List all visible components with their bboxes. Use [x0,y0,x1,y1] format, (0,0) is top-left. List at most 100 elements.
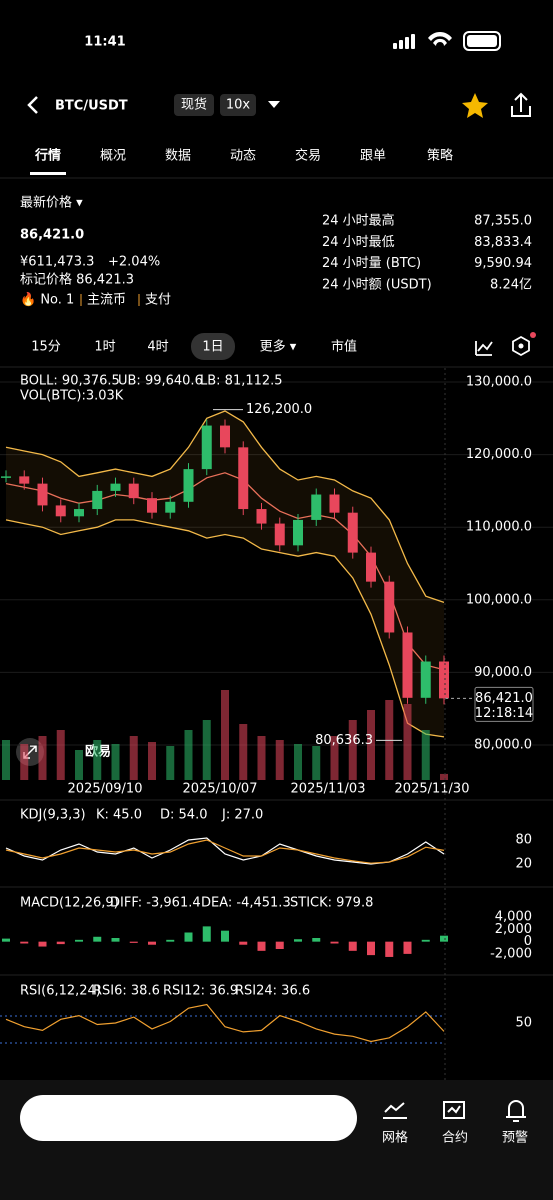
y-tick-label: 80,000.0 [474,738,532,753]
kdj-tick-label: 20 [515,857,532,872]
rsi6-line [5,1003,445,1043]
macd-stick [257,941,266,951]
macd-stick [421,939,430,942]
vol-legend: VOL(BTC):3.03K [20,389,124,404]
status-icons [393,31,501,51]
tab[interactable]: 策略 [427,148,453,164]
trade-button[interactable] [20,1095,357,1141]
tag[interactable]: 主流币 [87,293,126,308]
candle [1,476,11,478]
macd-tick-label: -2,000 [490,946,532,961]
macd-dea: DEA: -4,451.3 [201,896,291,911]
stat-value: 8.24亿 [490,277,532,292]
macd-stick [184,932,193,942]
indicator-button[interactable] [475,341,493,356]
kdj-d: D: 54.0 [160,808,207,823]
cny-price: ¥611,473.3 [20,255,94,270]
volume-bar [440,773,448,780]
macd-stick [239,941,248,945]
volume-bar [294,744,302,780]
volume-bar [330,736,339,780]
volume-bar [403,704,412,780]
macd-stick [148,941,156,945]
last-price-box [474,686,534,722]
timeframe[interactable]: 15分 [31,340,61,355]
tab[interactable]: 动态 [230,149,256,164]
y-tick-label: 130,000.0 [466,375,532,390]
volume-bar [367,710,375,780]
candle [183,469,194,502]
rsi24-label: RSI24: 36.6 [235,984,310,999]
tab[interactable]: 数据 [165,149,191,164]
candle [147,498,157,513]
stat-value: 83,833.4 [474,235,532,250]
macd-stick [111,938,120,942]
timeframe[interactable]: 市值 [331,339,357,355]
last-price: 86,421.0 [20,228,84,243]
favorite-star[interactable] [462,93,488,118]
mark-price: 标记价格 86,421.3 [20,272,134,288]
rsi6-label: RSI6: 38.6 [93,984,160,999]
share-button[interactable] [511,92,531,117]
timeframe[interactable]: 1时 [94,340,115,355]
macd-tick-label: 0 [524,934,532,949]
trade-button-label[interactable]: 交易 [175,1110,201,1126]
macd-stick [221,930,229,942]
volume-bar [221,690,229,780]
volume-bar [348,720,357,780]
x-tick-label: 2025/11/03 [291,782,366,797]
tab[interactable]: 交易 [295,148,321,164]
y-tick-label: 120,000.0 [466,447,532,462]
leverage-badge[interactable] [220,94,256,116]
action-label[interactable]: 网格 [382,1130,408,1146]
macd-stick [312,938,321,942]
tag[interactable]: 支付 [145,293,171,308]
timeframe[interactable]: 4时 [147,340,168,355]
macd-stick [93,936,102,942]
tag[interactable]: 🔥 No. 1 [20,292,74,308]
tab[interactable]: 跟单 [360,149,386,164]
macd-stick [202,926,211,942]
pair-title[interactable]: BTC/USDT [55,99,128,114]
last-price-label: 86,421.0 [475,691,533,706]
candle [201,425,212,470]
high-marker-label: 126,200.0 [246,402,312,417]
volume-bar [421,730,430,780]
action-label[interactable]: 合约 [442,1131,468,1146]
candle [256,509,267,524]
candle [402,632,413,698]
candle [19,476,30,484]
candle [238,447,249,510]
kdj-k: K: 45.0 [96,808,142,823]
kdj-d-line [5,839,445,864]
volume-bar [75,750,83,780]
boll-upper [5,410,445,604]
volume-bar [38,736,47,780]
stat-label: 24 小时最低 [322,235,395,250]
low-marker-label: 80,636.3 [315,733,373,748]
action-label[interactable]: 预警 [502,1130,528,1146]
back-button[interactable] [27,96,38,114]
candle [74,509,84,517]
volume-bar [202,720,211,780]
timeframe[interactable]: 更多 ▾ [260,339,297,355]
candle [128,483,139,499]
boll-lower [5,519,445,738]
volume-bar [148,742,156,780]
tab[interactable]: 概况 [100,149,126,164]
ub-legend: UB: 99,640.6 [118,374,203,389]
candle [420,661,431,698]
leverage-label[interactable]: 10x [226,98,251,113]
settings-button[interactable] [512,335,530,357]
tab[interactable]: 行情 [34,148,61,164]
candle [439,661,449,699]
timeframe[interactable]: 1日 [202,340,223,355]
macd-stick [385,941,394,957]
lb-legend: LB: 81,112.5 [200,374,283,389]
rsi-title: RSI(6,12,24) [20,984,101,999]
rsi-tick-label: 50 [515,1016,532,1031]
pair-dropdown[interactable] [268,101,280,108]
stat-label: 24 小时量 (BTC) [322,256,421,271]
macd-stick [275,941,284,949]
